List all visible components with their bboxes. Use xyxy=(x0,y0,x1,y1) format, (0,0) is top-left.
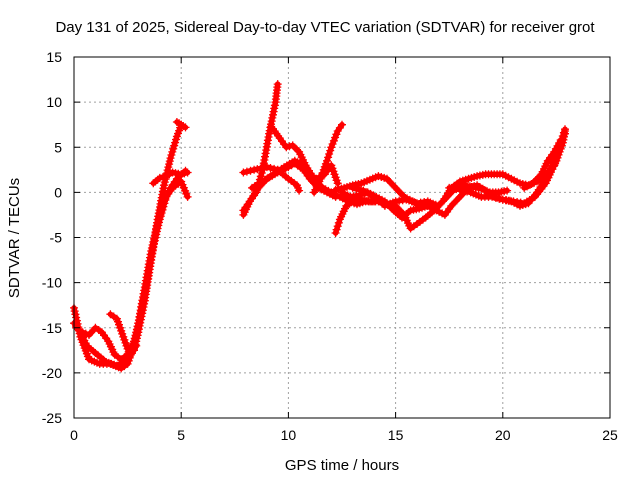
series-markers xyxy=(149,168,192,188)
series-track xyxy=(149,168,192,188)
y-tick-label: -15 xyxy=(42,320,62,336)
y-axis-title: SDTVAR / TECUs xyxy=(6,178,23,298)
grid-lines xyxy=(74,57,610,418)
y-tick-label: 10 xyxy=(46,94,62,110)
series-track xyxy=(310,120,346,197)
series-markers xyxy=(70,166,190,373)
series-markers xyxy=(348,183,443,210)
y-tick-label: -5 xyxy=(50,230,63,246)
x-tick-label: 10 xyxy=(281,427,297,443)
x-tick-label: 20 xyxy=(495,427,511,443)
series-track xyxy=(72,177,192,364)
axes: 0 5 10 15 20 25 -25 -20 -15 -10 -5 0 5 10 15 xyxy=(42,49,618,443)
series-markers xyxy=(172,118,190,132)
series-markers xyxy=(106,310,141,359)
x-tick-label: 25 xyxy=(602,427,618,443)
series-track xyxy=(520,136,565,192)
chart-title: Day 131 of 2025, Sidereal Day-to-day VTE… xyxy=(55,19,595,36)
series-track xyxy=(106,310,141,359)
series-markers xyxy=(520,136,565,192)
y-tick-label: 15 xyxy=(46,49,62,65)
y-tick-label: 0 xyxy=(54,184,62,200)
x-tick-label: 15 xyxy=(388,427,404,443)
series-group xyxy=(70,80,569,373)
series-track xyxy=(70,166,190,373)
x-axis-title: GPS time / hours xyxy=(285,457,399,474)
series-track xyxy=(348,183,443,210)
x-tick-label: 5 xyxy=(177,427,185,443)
series-markers xyxy=(445,127,569,208)
x-tick-label: 0 xyxy=(70,427,78,443)
series-markers xyxy=(310,120,346,197)
y-tick-label: 5 xyxy=(54,139,62,155)
series-track xyxy=(445,127,569,208)
y-tick-label: -10 xyxy=(42,275,62,291)
y-tick-label: -25 xyxy=(42,410,62,426)
y-tick-label: -20 xyxy=(42,365,62,381)
series-markers xyxy=(72,177,192,364)
series-track xyxy=(172,118,190,132)
